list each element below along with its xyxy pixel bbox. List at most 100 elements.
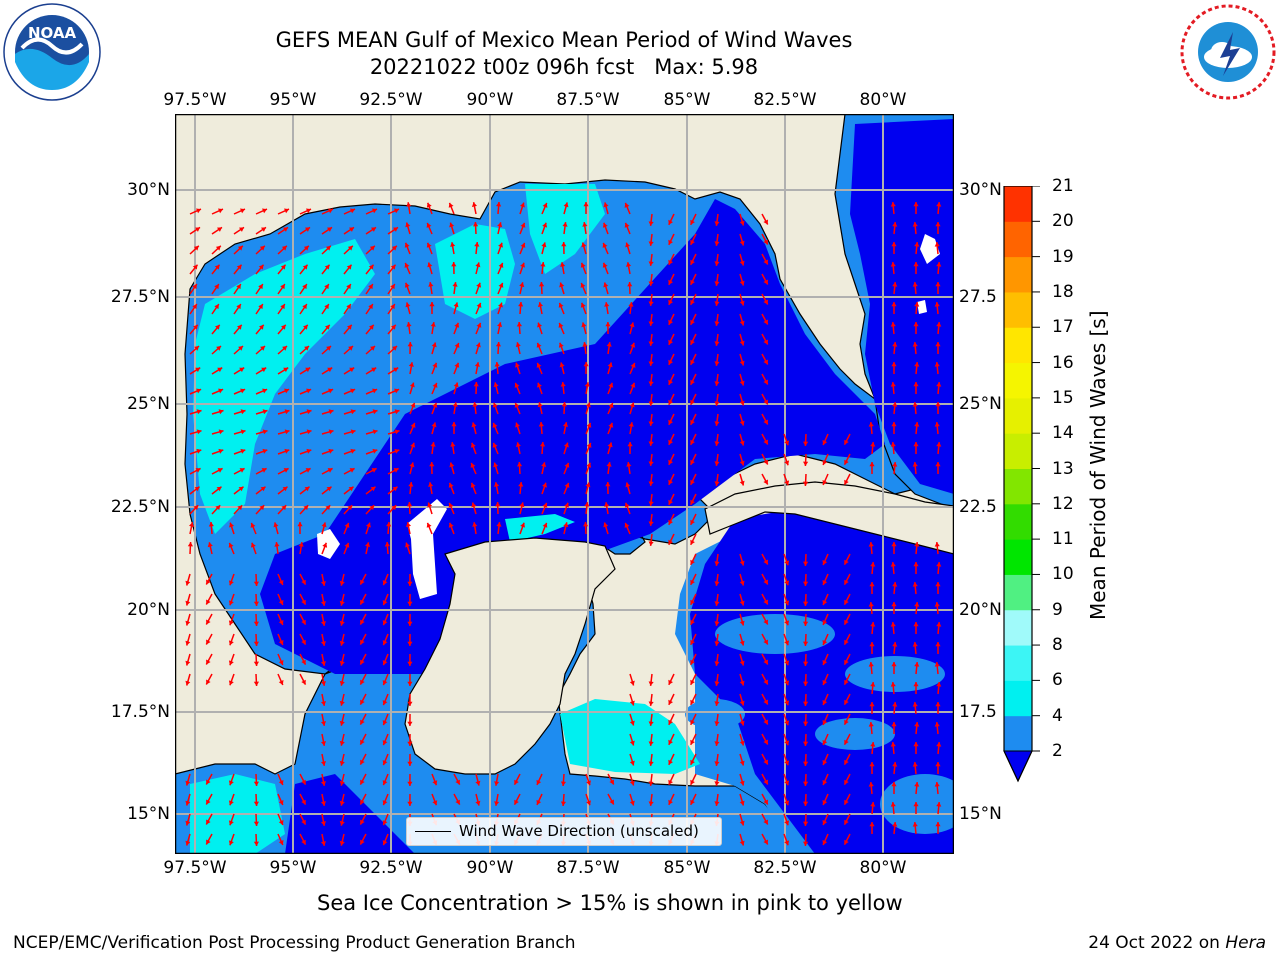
wave-arrow-head — [784, 480, 790, 486]
wave-arrow-head — [714, 261, 720, 266]
wave-arrow-head — [648, 741, 654, 746]
wave-arrow-head — [890, 802, 896, 807]
wave-arrow-head — [739, 560, 745, 566]
colorbar-tick-label: 13 — [1052, 458, 1074, 479]
wave-arrow-head — [339, 720, 345, 726]
wave-arrow-head — [284, 429, 290, 435]
wave-arrow-head — [560, 262, 566, 267]
wave-arrow-head — [347, 324, 352, 330]
wave-arrow-head — [892, 762, 898, 767]
wave-arrow-head — [822, 820, 828, 825]
colorbar-segment — [1004, 362, 1032, 399]
wave-arrow-head — [844, 559, 849, 565]
wave-arrow-head — [474, 242, 480, 247]
wave-arrow-head — [390, 284, 395, 290]
wave-arrow-head — [844, 439, 849, 445]
wave-arrow-head — [891, 782, 897, 787]
wave-arrow-head — [581, 322, 587, 328]
wave-arrow-head — [890, 742, 896, 747]
wave-arrow-head — [426, 242, 432, 248]
wave-arrow-head — [382, 720, 388, 726]
wave-arrow-head — [350, 409, 356, 415]
wave-arrow-head — [216, 486, 222, 492]
wave-arrow-head — [405, 302, 411, 308]
wave-arrow-head — [739, 460, 745, 466]
wave-arrow-head — [301, 839, 306, 845]
wave-arrow-head — [869, 762, 875, 767]
wave-arrow-head — [520, 262, 525, 268]
map-legend: Wind Wave Direction (unscaled) — [406, 817, 722, 846]
lon-tick-bottom: 87.5°W — [556, 858, 620, 878]
wave-arrow-head — [372, 409, 378, 415]
wave-arrow-head — [278, 840, 284, 845]
wave-arrow-head — [542, 502, 548, 508]
wave-arrow-head — [891, 662, 897, 667]
wave-arrow-head — [239, 468, 245, 473]
wave-arrow-head — [784, 680, 790, 686]
wave-arrow-head — [624, 502, 630, 508]
wave-arrow-head — [519, 282, 525, 288]
wave-arrow-head — [284, 448, 290, 454]
colorbar-segment — [1004, 186, 1032, 222]
wave-arrow-head — [339, 800, 345, 806]
wave-arrow-head — [187, 542, 193, 547]
cuba-land — [704, 481, 954, 555]
wave-arrow-head — [192, 304, 197, 310]
wave-arrow-head — [822, 720, 828, 725]
wave-arrow-head — [426, 202, 432, 208]
wave-arrow-head — [540, 262, 546, 267]
wave-arrow-head — [206, 839, 211, 845]
wave-arrow-head — [407, 801, 413, 806]
wave-arrow-head — [350, 388, 356, 394]
wave-arrow-head — [648, 801, 654, 806]
wave-arrow-head — [348, 486, 354, 492]
wave-arrow-head — [236, 264, 242, 270]
wave-arrow-head — [763, 479, 768, 485]
wave-arrow-head — [648, 341, 654, 346]
wave-arrow-head — [455, 779, 460, 785]
lat-tick-right: 27.5 — [959, 287, 997, 307]
lon-tick-bottom: 90°W — [466, 858, 514, 878]
wave-arrow-head — [936, 202, 942, 207]
wave-arrow-head — [822, 480, 828, 485]
wave-arrow-head — [278, 680, 284, 685]
chart-title: GEFS MEAN Gulf of Mexico Mean Period of … — [275, 28, 853, 52]
wave-arrow-head — [301, 579, 306, 585]
wave-arrow-head — [558, 302, 564, 308]
lat-tick-left: 30°N — [127, 180, 170, 200]
wave-arrow-head — [564, 442, 569, 448]
wave-arrow-head — [892, 582, 898, 587]
wave-arrow-head — [476, 322, 482, 328]
wave-arrow-head — [541, 242, 547, 248]
wave-arrow-head — [185, 820, 191, 826]
wave-arrow-head — [228, 542, 234, 548]
wave-arrow-head — [648, 421, 654, 426]
wave-arrow-head — [427, 502, 433, 508]
colorbar-segment — [1004, 221, 1032, 258]
wave-arrow-head — [432, 780, 438, 786]
wave-arrow-head — [339, 580, 345, 586]
wave-arrow-head — [253, 841, 259, 846]
wave-arrow-head — [429, 462, 435, 467]
wave-arrow-head — [321, 681, 326, 686]
wave-arrow-head — [714, 561, 720, 566]
wave-arrow-head — [739, 240, 745, 246]
wave-arrow-head — [407, 502, 413, 507]
wave-arrow-head — [229, 522, 234, 528]
wave-arrow-head — [714, 321, 720, 326]
wave-arrow-head — [470, 442, 476, 448]
wave-arrow-head — [494, 801, 500, 806]
wave-arrow-head — [585, 482, 591, 488]
wave-arrow-head — [262, 409, 268, 415]
wave-arrow-head — [844, 459, 849, 465]
wave-arrow-head — [273, 522, 279, 528]
wave-arrow-head — [844, 679, 849, 685]
wave-arrow-head — [382, 820, 388, 826]
wave-arrow-head — [822, 800, 828, 805]
wave-arrow-head — [206, 799, 211, 805]
wave-arrow-head — [668, 499, 673, 505]
wave-arrow-head — [690, 259, 695, 265]
wave-arrow-head — [404, 262, 410, 268]
wave-arrow-head — [563, 522, 569, 528]
wave-arrow-head — [648, 781, 654, 786]
